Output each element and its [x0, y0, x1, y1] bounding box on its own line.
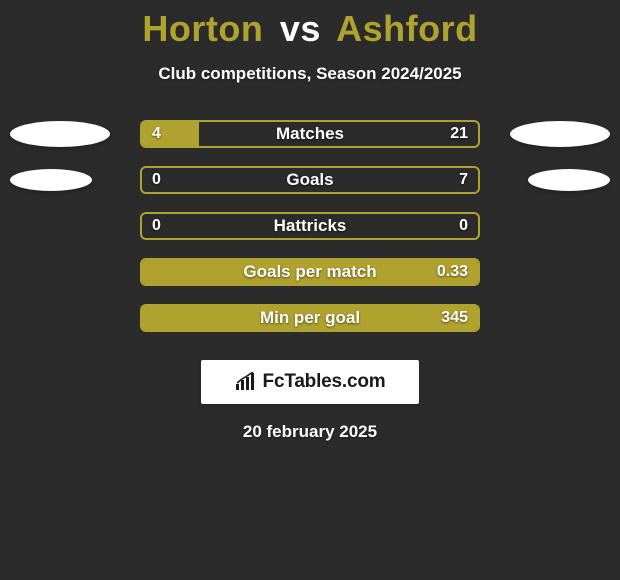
stat-label: Min per goal [142, 306, 478, 330]
title-player2: Ashford [336, 8, 478, 49]
infographic-root: Horton vs Ashford Club competitions, Sea… [0, 0, 620, 580]
stat-row: 07Goals [0, 166, 620, 194]
player-ellipse-right [528, 169, 610, 191]
stat-row: 0.33Goals per match [0, 258, 620, 286]
stat-label: Goals [142, 168, 478, 192]
title-player1: Horton [142, 8, 263, 49]
player-ellipse-left [10, 121, 110, 147]
stat-bar-track: 07Goals [140, 166, 480, 194]
stat-row: 421Matches [0, 120, 620, 148]
stat-row: 345Min per goal [0, 304, 620, 332]
stat-label: Hattricks [142, 214, 478, 238]
brand-text: FcTables.com [263, 371, 386, 393]
stat-row: 00Hattricks [0, 212, 620, 240]
player-ellipse-left [10, 169, 92, 191]
player-ellipse-right [510, 121, 610, 147]
brand-box: FcTables.com [201, 360, 419, 404]
title-vs: vs [280, 8, 321, 49]
stats-container: 421Matches 07Goals 00Hattricks 0.33Goals pe… [0, 120, 620, 332]
stat-bar-track: 345Min per goal [140, 304, 480, 332]
brand-chart-icon [235, 372, 257, 392]
stat-label: Goals per match [142, 260, 478, 284]
stat-label: Matches [142, 122, 478, 146]
date-label: 20 february 2025 [0, 422, 620, 442]
stat-bar-track: 421Matches [140, 120, 480, 148]
stat-bar-track: 0.33Goals per match [140, 258, 480, 286]
page-title: Horton vs Ashford [0, 0, 620, 50]
subtitle: Club competitions, Season 2024/2025 [0, 64, 620, 84]
stat-bar-track: 00Hattricks [140, 212, 480, 240]
